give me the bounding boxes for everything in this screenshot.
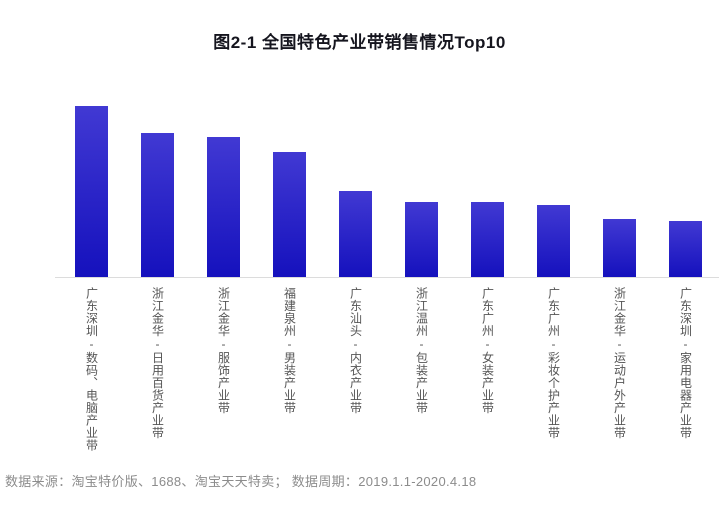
x-axis-label: 广东深圳-数码、电脑产业带 xyxy=(84,287,99,452)
bar xyxy=(537,205,570,277)
x-axis-label: 浙江温州-包装产业带 xyxy=(414,287,429,414)
bar-chart xyxy=(55,106,719,278)
x-axis-label: 广东广州-女装产业带 xyxy=(480,287,495,414)
x-axis-line xyxy=(55,277,719,278)
x-axis-label: 广东深圳-家用电器产业带 xyxy=(678,287,693,439)
bar xyxy=(339,191,372,277)
bar xyxy=(207,137,240,277)
bar xyxy=(75,106,108,277)
data-source-note: 数据来源：淘宝特价版、1688、淘宝天天特卖； 数据周期：2019.1.1-20… xyxy=(5,474,477,489)
x-axis-label: 广东广州-彩妆个护产业带 xyxy=(546,287,561,439)
bar xyxy=(405,202,438,277)
x-axis-label: 浙江金华-日用百货产业带 xyxy=(150,287,165,439)
bar xyxy=(273,152,306,277)
x-axis-label: 浙江金华-运动户外产业带 xyxy=(612,287,627,439)
bar xyxy=(141,133,174,277)
bar xyxy=(669,221,702,277)
x-axis-label: 浙江金华-服饰产业带 xyxy=(216,287,231,414)
x-axis-label: 福建泉州-男装产业带 xyxy=(282,287,297,414)
bar xyxy=(471,202,504,277)
chart-title: 图2-1 全国特色产业带销售情况Top10 xyxy=(213,33,506,52)
x-axis-labels: 广东深圳-数码、电脑产业带 浙江金华-日用百货产业带 浙江金华-服饰产业带 福建泉州-… xyxy=(0,278,719,473)
x-axis-label: 广东汕头-内衣产业带 xyxy=(348,287,363,414)
bar xyxy=(603,219,636,277)
